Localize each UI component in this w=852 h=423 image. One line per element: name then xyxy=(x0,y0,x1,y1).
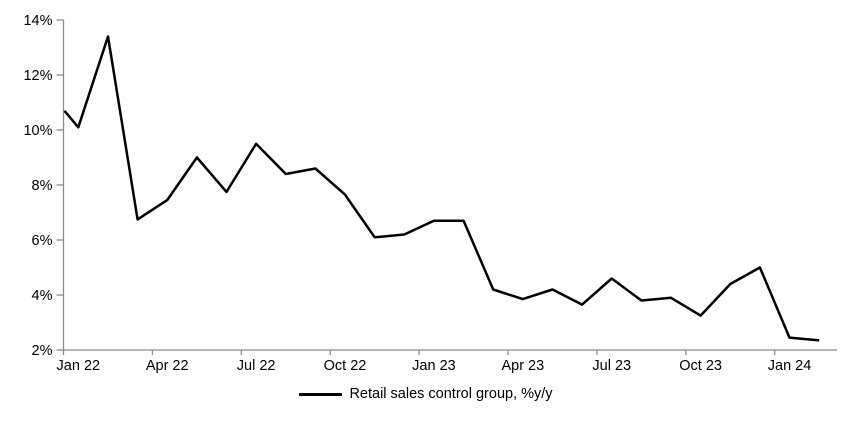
x-axis-label: Jan 22 xyxy=(57,358,101,374)
x-axis-label: Jan 23 xyxy=(412,358,456,374)
x-axis-label: Apr 22 xyxy=(146,358,189,374)
x-axis-label: Jul 22 xyxy=(237,358,276,374)
y-axis-label: 4% xyxy=(32,288,53,304)
y-axis-label: 8% xyxy=(32,178,53,194)
x-axis-label: Oct 22 xyxy=(324,358,367,374)
y-axis-label: 14% xyxy=(23,13,52,29)
series-line xyxy=(63,35,820,342)
x-axis-label: Jul 23 xyxy=(592,358,631,374)
y-axis-label: 2% xyxy=(32,343,53,359)
legend-line-marker xyxy=(299,392,343,396)
y-axis-label: 6% xyxy=(32,233,53,249)
y-axis-label: 10% xyxy=(23,123,52,139)
x-axis-label: Oct 23 xyxy=(679,358,722,374)
legend-label: Retail sales control group, %y/y xyxy=(349,386,553,402)
y-axis-label: 12% xyxy=(23,68,52,84)
x-axis-label: Apr 23 xyxy=(501,358,544,374)
x-axis-label: Jan 24 xyxy=(768,358,812,374)
legend: Retail sales control group, %y/y xyxy=(0,386,852,402)
